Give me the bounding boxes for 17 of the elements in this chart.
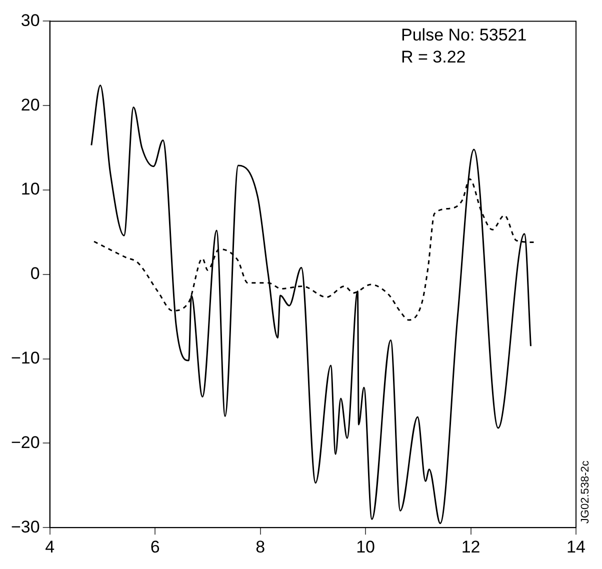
y-tick-label: 20 <box>20 95 40 114</box>
x-tick-label: 6 <box>150 537 160 556</box>
annotation: R = 3.22 <box>401 47 466 66</box>
x-tick-label: 14 <box>566 537 586 556</box>
y-tick-label: 30 <box>20 10 40 30</box>
y-tick-label: 0 <box>30 264 40 284</box>
x-tick-label: 12 <box>461 537 480 556</box>
y-tick-label: 10 <box>20 180 40 199</box>
x-tick-label: 8 <box>256 537 266 556</box>
y-tick-label: −30 <box>10 517 40 536</box>
y-tick-label: −20 <box>10 432 40 452</box>
text: JG02.538-2c <box>580 460 592 524</box>
x-tick-label: 10 <box>356 537 375 556</box>
annotation: Pulse No: 53521 <box>401 25 527 44</box>
x-tick-label: 4 <box>45 537 55 556</box>
line-series <box>90 84 532 524</box>
y-tick-label: −10 <box>10 348 40 368</box>
